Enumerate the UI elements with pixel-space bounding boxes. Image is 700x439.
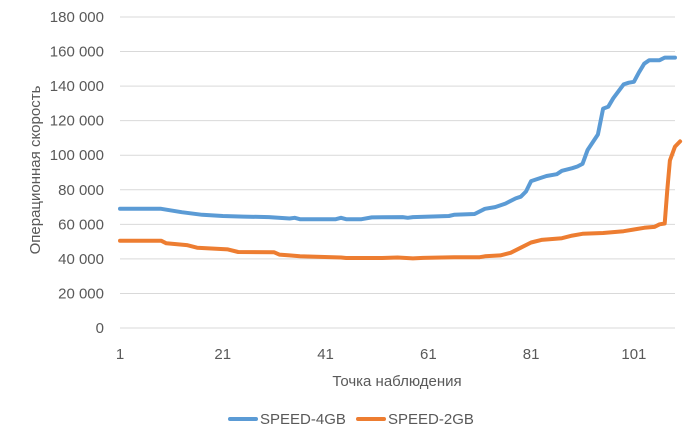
legend-label: SPEED-2GB: [388, 411, 474, 428]
x-tick-label: 81: [523, 346, 540, 363]
series-lines: [118, 55, 683, 261]
x-axis-title: Точка наблюдения: [332, 373, 461, 390]
y-tick-label: 20 000: [58, 285, 104, 302]
y-tick-label: 140 000: [50, 78, 104, 95]
gridlines: [120, 16, 675, 294]
axes: 0 20 000 40 000 60 000 80 000 100 000 120 000 1…: [50, 9, 675, 363]
y-axis-title: Операционная скорость: [27, 85, 44, 254]
y-tick-label: 180 000: [50, 9, 104, 26]
x-tick-label: 61: [420, 346, 437, 363]
x-tick-label: 41: [317, 346, 334, 363]
x-tick-label: 21: [214, 346, 231, 363]
legend: SPEED-4GB SPEED-2GB: [228, 411, 474, 428]
legend-item-speed-4gb: SPEED-4GB: [228, 411, 346, 428]
legend-item-speed-2gb: SPEED-2GB: [356, 411, 474, 428]
y-tick-label: 100 000: [50, 147, 104, 164]
series-line-speed-2gb: [118, 139, 683, 261]
y-tick-label: 0: [96, 320, 104, 337]
series-line-speed-4gb: [118, 55, 677, 222]
y-tick-label: 60 000: [58, 216, 104, 233]
legend-label: SPEED-4GB: [260, 411, 346, 428]
y-tick-label: 160 000: [50, 44, 104, 61]
x-tick-label: 1: [116, 346, 124, 363]
x-tick-label: 101: [621, 346, 646, 363]
y-tick-label: 40 000: [58, 251, 104, 268]
y-tick-label: 80 000: [58, 182, 104, 199]
y-tick-label: 120 000: [50, 113, 104, 130]
